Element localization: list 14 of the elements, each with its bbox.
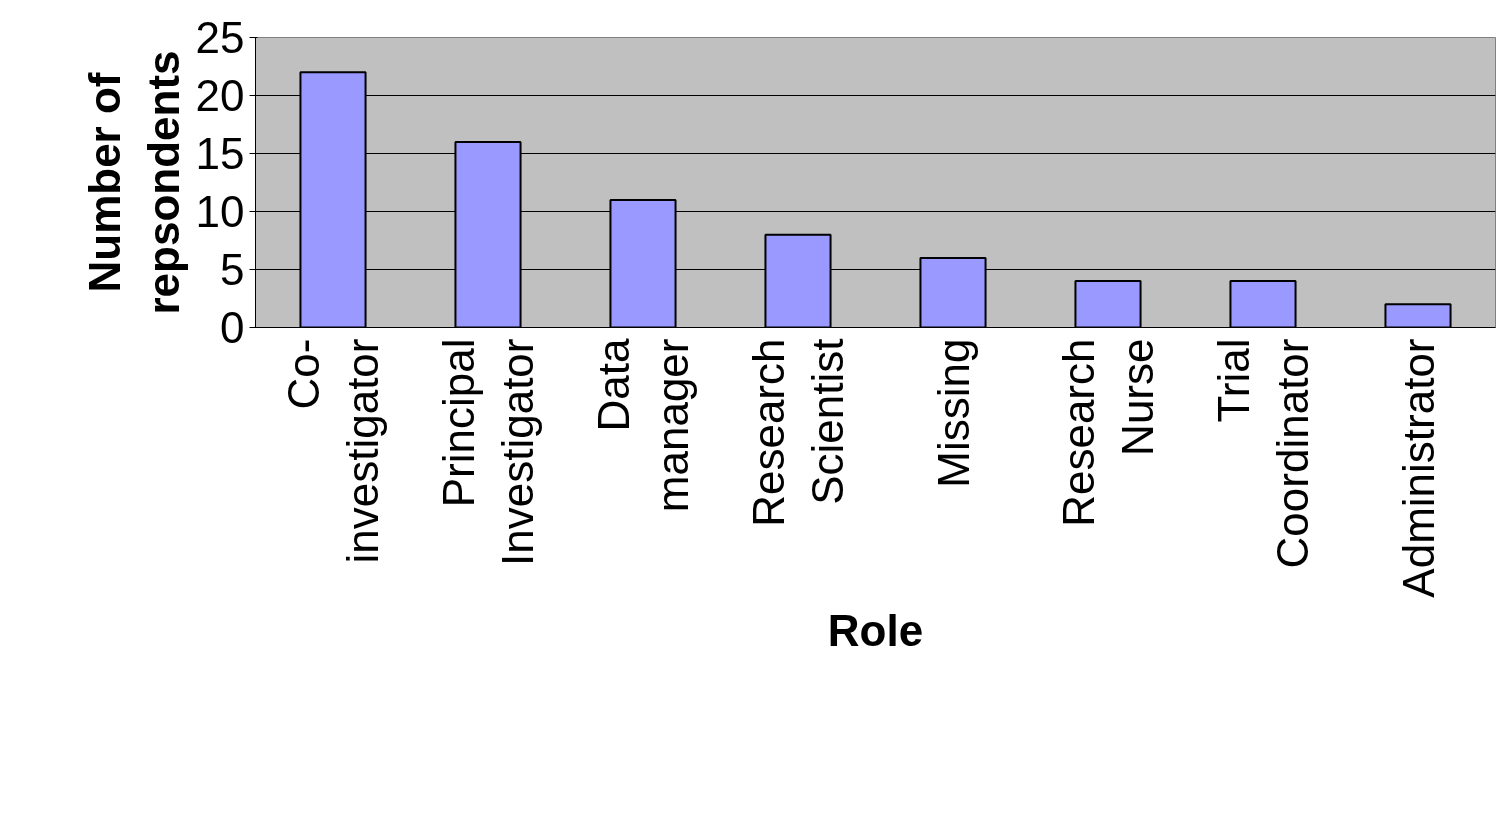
y-tick-label: 0 <box>220 303 245 352</box>
y-tick-label: 10 <box>195 187 245 236</box>
x-tick-label: Missing <box>928 338 978 488</box>
x-tick-label: Trial Coordinator <box>1209 338 1317 569</box>
y-tick-label: 20 <box>195 71 245 120</box>
x-axis-title: Role <box>827 605 924 655</box>
x-tick-label: Co-investigator <box>279 338 387 564</box>
x-tick-label: Research Nurse <box>1054 338 1162 527</box>
y-tick-label: 5 <box>220 245 245 294</box>
x-tick-label: Data manager <box>589 337 697 513</box>
y-axis-title: Number of repsondents <box>79 50 188 315</box>
x-tick-label: Administrator <box>1393 338 1443 598</box>
y-tick-label: 25 <box>195 13 245 62</box>
y-tick-label: 15 <box>195 129 245 178</box>
